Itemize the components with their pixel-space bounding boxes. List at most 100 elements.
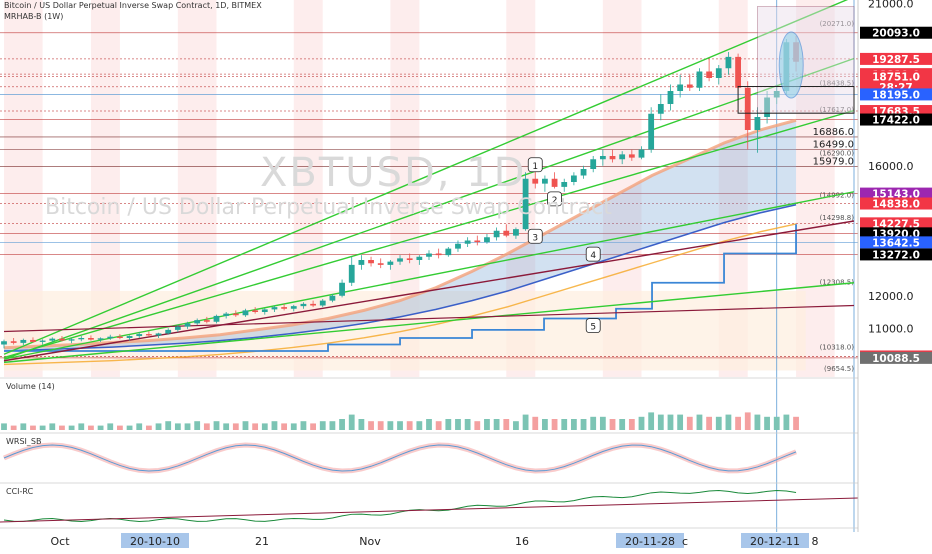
volume-bar [580, 419, 587, 430]
volume-bar [213, 421, 220, 430]
candle-body [358, 260, 365, 265]
level-label: 16886.0 [813, 127, 854, 138]
candle-body [145, 334, 152, 336]
volume-bar [88, 425, 94, 430]
candle-body [484, 237, 490, 243]
price-badge [860, 197, 932, 210]
volume-bar [59, 425, 65, 430]
candle-body [532, 178, 539, 184]
candle-body [271, 307, 278, 310]
highlight-ellipse [778, 31, 804, 99]
volume-bar [10, 425, 17, 430]
candle-body [68, 339, 75, 341]
candle-body [754, 117, 761, 130]
volume-bar [744, 412, 751, 430]
trendlines[interactable] [3, 0, 855, 364]
candle-body [377, 263, 384, 265]
candle-body [657, 104, 664, 114]
candles [1, 35, 799, 349]
candle-body [20, 339, 27, 343]
volume-bar [339, 419, 345, 430]
volume-bar [599, 416, 606, 430]
volume-bar [348, 414, 355, 430]
trendline [3, 220, 855, 362]
candle-body [213, 315, 220, 322]
candle-body [300, 303, 307, 307]
indicator-panes: Volume (14)10B0WRSI_SB100.00.0CCI-RC200.… [0, 377, 932, 534]
candle-body [628, 154, 635, 158]
candle-body [561, 182, 568, 187]
candle-body [136, 334, 143, 337]
rsi-label: WRSI_SB [6, 437, 41, 446]
wave-marker: 4 [585, 246, 601, 262]
candle-body [686, 84, 693, 88]
price-badge-label: 20093.0 [872, 28, 920, 40]
candle-body [339, 282, 345, 296]
volume-bar [706, 416, 713, 430]
price-axis[interactable]: 21000.0 16000.0 12000.0 11000.0 20093.0 19287… [857, 0, 932, 550]
indicator-legend[interactable]: MRHAB-B (1W) [4, 12, 64, 21]
candle-body [542, 178, 548, 184]
chart-title[interactable]: Bitcoin / US Dollar Perpetual Inverse Sw… [4, 1, 262, 10]
volume-bar [174, 423, 181, 430]
step-line [4, 224, 797, 352]
volume-bar [203, 423, 210, 430]
ma-fast [3, 118, 797, 350]
candle-body [97, 338, 104, 340]
candle-body [416, 256, 423, 260]
volume-bar [416, 421, 423, 430]
volume-bar [561, 419, 568, 430]
volume-bar [638, 416, 645, 430]
volume-bar [715, 416, 722, 430]
candle-body [397, 258, 403, 262]
candle-body [522, 178, 529, 230]
volume-bar [107, 423, 114, 430]
candle-body [426, 253, 432, 257]
trendline [3, 282, 855, 364]
candle-body [706, 71, 713, 78]
volume-bar [484, 419, 490, 430]
time-axis-label: 16 [515, 535, 529, 548]
volume-bar [696, 414, 703, 430]
wave-marker-box [585, 318, 601, 334]
candle-body [329, 295, 336, 301]
volume-bar [686, 416, 693, 430]
candle-body [455, 243, 461, 249]
time-axis-highlight [121, 533, 189, 548]
volume-bar [397, 421, 403, 430]
volume-bar [435, 421, 442, 430]
candle-body [126, 336, 133, 338]
volume-bar [261, 423, 268, 430]
volume-bar [194, 421, 201, 430]
price-badge [860, 248, 932, 261]
price-badge [860, 227, 932, 240]
candle-body [667, 91, 674, 104]
volume-label: Volume (14) [6, 382, 55, 391]
volume-bar [464, 419, 471, 430]
candle-body [310, 303, 316, 306]
candle-body [1, 341, 7, 345]
volume-bar [30, 425, 36, 430]
candle-body [609, 156, 616, 160]
volume-bar [126, 425, 133, 430]
description-watermark: Bitcoin / US Dollar Perpetual Inverse Sw… [45, 195, 612, 220]
price-badge [860, 52, 932, 65]
time-axis[interactable]: Oct 20-10-10 21 Nov 16 20-11-28 c 20-12-11 8 [0, 532, 932, 550]
volume-bar [455, 419, 461, 430]
level-label: 16499.0 [813, 140, 854, 151]
volume-bar [445, 419, 452, 430]
volume-bar [406, 421, 413, 430]
drawings[interactable] [737, 6, 855, 114]
price-badge-label: 18751.0 [872, 71, 920, 83]
candle-body [184, 323, 191, 327]
candle-body [49, 338, 56, 341]
volume-bar [49, 423, 56, 430]
candle-body [194, 320, 201, 324]
moving-averages [3, 118, 797, 366]
cci-trendline [0, 497, 859, 523]
price-badge-label: 17422.0 [872, 115, 920, 127]
candle-body [677, 84, 684, 91]
volume-bar [136, 423, 143, 430]
